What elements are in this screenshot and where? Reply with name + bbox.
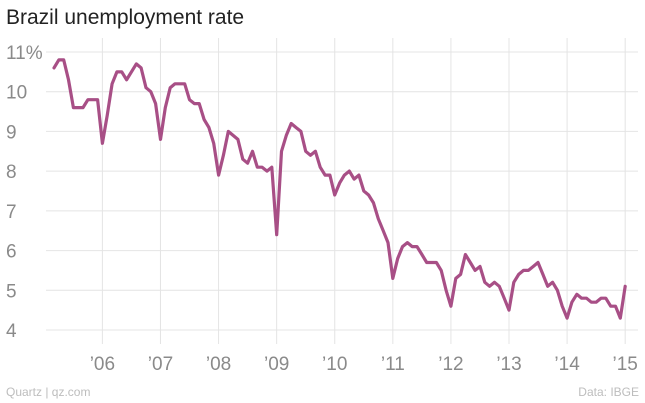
x-tick-label-4: ’10 bbox=[322, 354, 347, 375]
x-tick-label-5: ’11 bbox=[381, 354, 405, 375]
x-tick-label-7: ’13 bbox=[496, 354, 521, 375]
x-tick-label-8: ’14 bbox=[554, 354, 580, 375]
x-tick-label-2: ’08 bbox=[206, 354, 231, 375]
x-tick-label-9: ’15 bbox=[612, 354, 637, 375]
x-tick-label-1: ’07 bbox=[148, 354, 173, 375]
y-tick-label-1: 5 bbox=[6, 281, 17, 302]
chart-title: Brazil unemployment rate bbox=[6, 6, 245, 29]
x-axis-ticks: ’06 ’07 ’08 ’09 ’10 ’11 ’12 ’13 ’14 ’15 bbox=[90, 354, 638, 375]
y-tick-label-5: 9 bbox=[6, 122, 17, 143]
x-tick-label-6: ’12 bbox=[438, 354, 463, 375]
y-tick-label-7: 11% bbox=[6, 43, 43, 64]
x-tick-label-3: ’09 bbox=[264, 354, 289, 375]
series-layer bbox=[52, 58, 627, 320]
series-line-0 bbox=[52, 58, 627, 320]
y-tick-label-6: 10 bbox=[6, 83, 27, 104]
source-credit: Quartz | qz.com bbox=[6, 385, 91, 399]
data-source: Data: IBGE bbox=[578, 385, 639, 399]
y-tick-label-0: 4 bbox=[6, 321, 17, 342]
y-tick-label-3: 7 bbox=[6, 202, 17, 223]
y-axis-ticks: 4 5 6 7 8 9 10 11% bbox=[6, 43, 43, 342]
x-tick-label-0: ’06 bbox=[90, 354, 115, 375]
y-tick-label-4: 8 bbox=[6, 162, 17, 183]
y-tick-label-2: 6 bbox=[6, 242, 17, 263]
grid-lines bbox=[46, 38, 638, 344]
